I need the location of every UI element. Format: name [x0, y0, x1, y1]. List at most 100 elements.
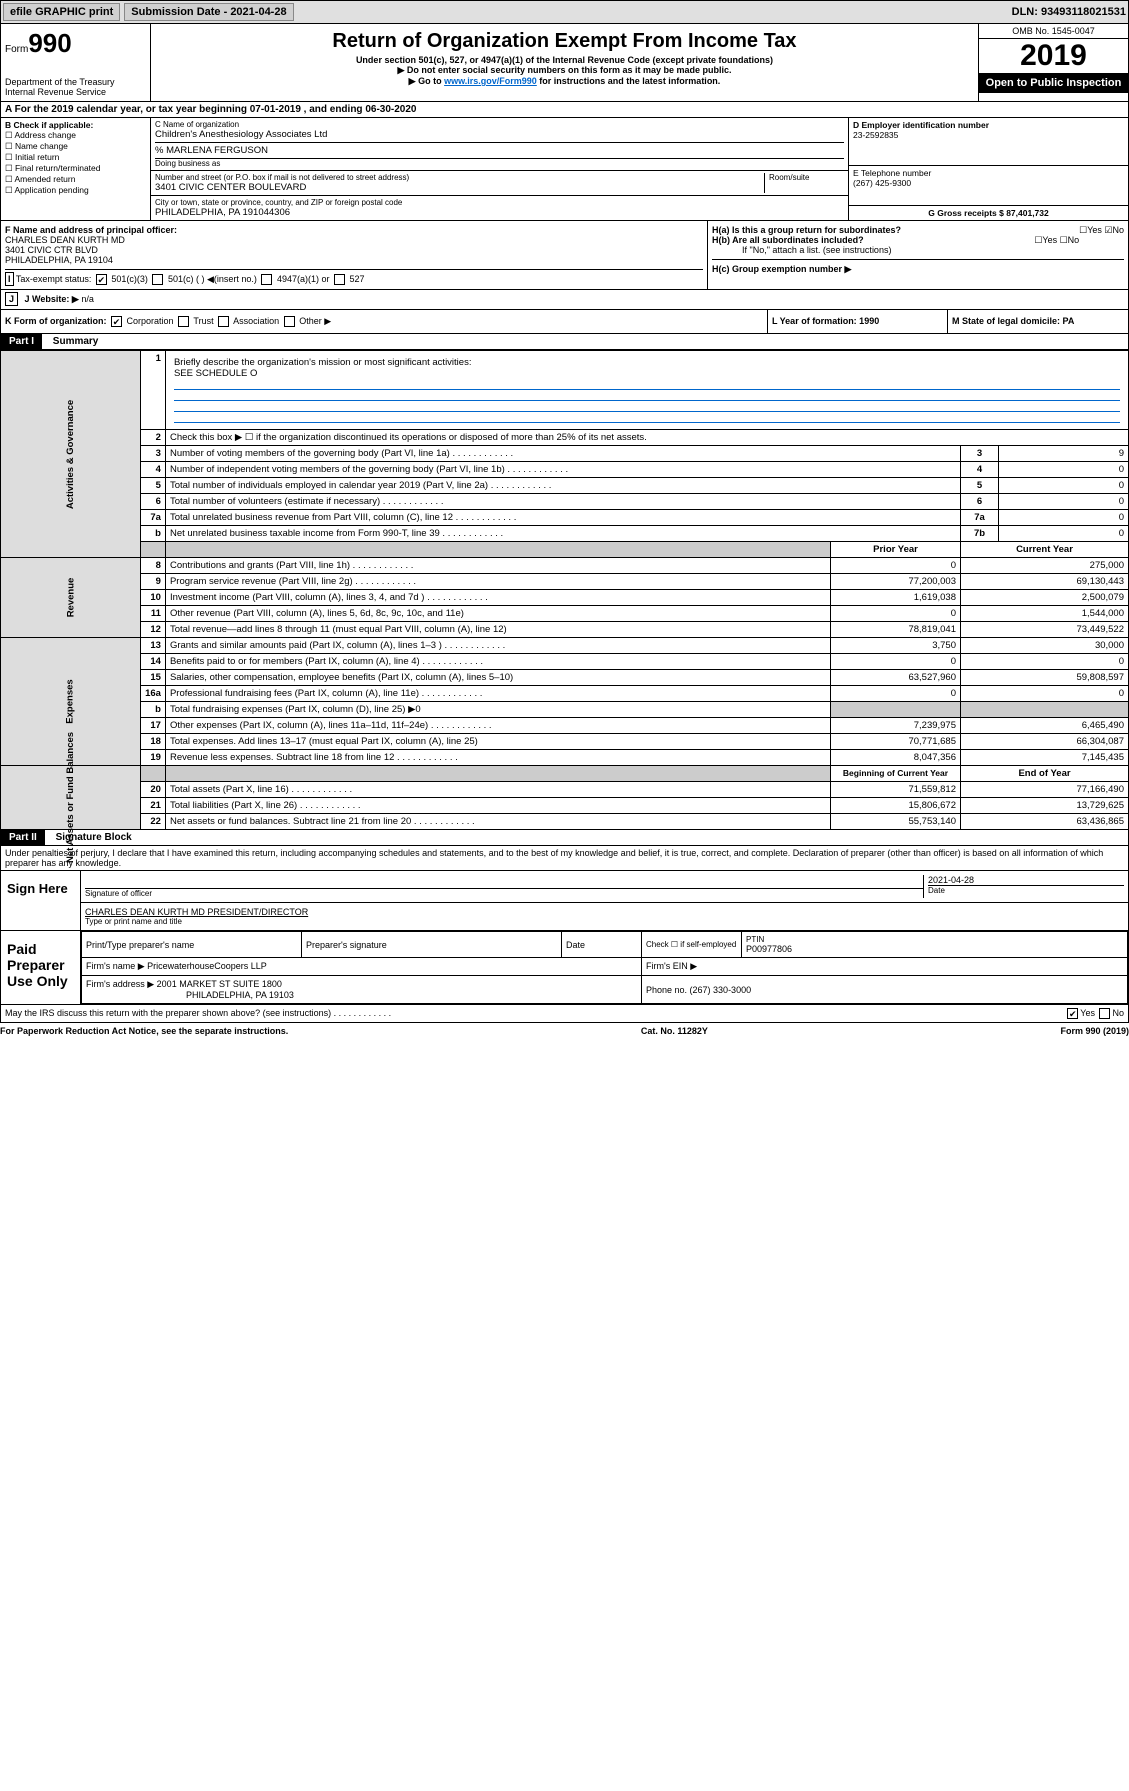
efile-btn[interactable]: efile GRAPHIC print	[3, 3, 120, 21]
prior-year-hdr: Prior Year	[831, 542, 961, 558]
val3: 9	[999, 446, 1129, 462]
box-b-title: B Check if applicable:	[5, 120, 146, 130]
sig-officer-label: Signature of officer	[85, 889, 923, 898]
state-domicile: M State of legal domicile: PA	[948, 310, 1128, 333]
c9: 69,130,443	[961, 574, 1129, 590]
firm-ein-label: Firm's EIN ▶	[642, 958, 1128, 976]
part2-badge: Part II	[1, 830, 45, 845]
tab-governance: Activities & Governance	[65, 400, 76, 509]
ptin-value: P00977806	[746, 944, 1123, 954]
line1-label: Briefly describe the organization's miss…	[174, 357, 472, 368]
paid-preparer-label: Paid Preparer Use Only	[1, 931, 81, 1004]
opt-assoc: Association	[233, 316, 279, 326]
line7b: Net unrelated business taxable income fr…	[165, 526, 960, 542]
tax-status-label: Tax-exempt status:	[16, 274, 92, 284]
c17: 6,465,490	[961, 718, 1129, 734]
tab-expenses: Expenses	[65, 680, 76, 724]
chk-501c[interactable]	[152, 274, 163, 285]
discuss-yes[interactable]: ✔	[1067, 1008, 1078, 1019]
dln: DLN: 93493118021531	[1012, 6, 1126, 18]
c12: 73,449,522	[961, 622, 1129, 638]
fhi-row: F Name and address of principal officer:…	[0, 221, 1129, 290]
chk-assoc[interactable]	[218, 316, 229, 327]
p21: 15,806,672	[831, 798, 961, 814]
chk-501c3[interactable]: ✔	[96, 274, 107, 285]
tax-year: 2019	[979, 39, 1128, 73]
firm-phone: Phone no. (267) 330-3000	[642, 976, 1128, 1004]
line1-value: SEE SCHEDULE O	[174, 368, 257, 379]
firm-name-label: Firm's name ▶	[86, 961, 145, 971]
begin-hdr: Beginning of Current Year	[831, 766, 961, 782]
addr-label: Number and street (or P.O. box if mail i…	[155, 173, 764, 182]
c20: 77,166,490	[961, 782, 1129, 798]
website-label: J Website: ▶	[25, 294, 79, 304]
chk-final[interactable]: Final return/terminated	[15, 163, 101, 173]
city-label: City or town, state or province, country…	[155, 198, 844, 207]
discuss-no[interactable]	[1099, 1008, 1110, 1019]
line17: Other expenses (Part IX, column (A), lin…	[165, 718, 830, 734]
chk-address[interactable]: Address change	[15, 130, 76, 140]
p11: 0	[831, 606, 961, 622]
room-label: Room/suite	[764, 173, 844, 193]
form-header: Form990 Department of the Treasury Inter…	[0, 24, 1129, 102]
sign-here-label: Sign Here	[1, 871, 81, 930]
discuss-text: May the IRS discuss this return with the…	[5, 1008, 391, 1019]
subtitle-1: Under section 501(c), 527, or 4947(a)(1)…	[155, 55, 974, 65]
chk-other[interactable]	[284, 316, 295, 327]
p22: 55,753,140	[831, 814, 961, 830]
website-value: n/a	[81, 294, 94, 304]
current-year-hdr: Current Year	[961, 542, 1129, 558]
city-state-zip: PHILADELPHIA, PA 191044306	[155, 207, 844, 218]
pra-notice: For Paperwork Reduction Act Notice, see …	[0, 1026, 288, 1036]
line8: Contributions and grants (Part VIII, lin…	[165, 558, 830, 574]
cat-number: Cat. No. 11282Y	[641, 1026, 708, 1036]
dept-label: Department of the Treasury	[5, 77, 146, 87]
line15: Salaries, other compensation, employee b…	[165, 670, 830, 686]
officer-name: CHARLES DEAN KURTH MD	[5, 235, 703, 245]
summary-table: Activities & Governance 1 Briefly descri…	[0, 350, 1129, 830]
sig-date-label: Date	[928, 885, 1124, 895]
c15: 59,808,597	[961, 670, 1129, 686]
officer-addr2: PHILADELPHIA, PA 19104	[5, 255, 703, 265]
footer-row: For Paperwork Reduction Act Notice, see …	[0, 1023, 1129, 1039]
p13: 3,750	[831, 638, 961, 654]
officer-label: F Name and address of principal officer:	[5, 225, 703, 235]
chk-pending[interactable]: Application pending	[15, 185, 89, 195]
irs-link[interactable]: www.irs.gov/Form990	[444, 76, 537, 86]
val4: 0	[999, 462, 1129, 478]
line7a: Total unrelated business revenue from Pa…	[165, 510, 960, 526]
chk-corp[interactable]: ✔	[111, 316, 122, 327]
chk-527[interactable]	[334, 274, 345, 285]
line11: Other revenue (Part VIII, column (A), li…	[165, 606, 830, 622]
c8: 275,000	[961, 558, 1129, 574]
c16a: 0	[961, 686, 1129, 702]
line3: Number of voting members of the governin…	[165, 446, 960, 462]
chk-4947[interactable]	[261, 274, 272, 285]
ein-label: D Employer identification number	[853, 120, 1124, 130]
chk-name[interactable]: Name change	[15, 141, 68, 151]
val7b: 0	[999, 526, 1129, 542]
val5: 0	[999, 478, 1129, 494]
p17: 7,239,975	[831, 718, 961, 734]
hb-label: H(b) Are all subordinates included?	[712, 235, 864, 245]
line14: Benefits paid to or for members (Part IX…	[165, 654, 830, 670]
subdate-btn[interactable]: Submission Date - 2021-04-28	[124, 3, 293, 21]
firm-addr-label: Firm's address ▶	[86, 979, 154, 989]
hb-note: If "No," attach a list. (see instruction…	[712, 245, 1124, 255]
klm-row: K Form of organization: ✔ Corporation Tr…	[0, 310, 1129, 334]
firm-addr2: PHILADELPHIA, PA 19103	[86, 990, 294, 1000]
prep-selfemp[interactable]: Check ☐ if self-employed	[642, 932, 742, 958]
c21: 13,729,625	[961, 798, 1129, 814]
form-title: Return of Organization Exempt From Incom…	[155, 30, 974, 53]
chk-initial[interactable]: Initial return	[15, 152, 59, 162]
chk-trust[interactable]	[178, 316, 189, 327]
period-row: A For the 2019 calendar year, or tax yea…	[0, 102, 1129, 118]
chk-amended[interactable]: Amended return	[15, 174, 76, 184]
line10: Investment income (Part VIII, column (A)…	[165, 590, 830, 606]
firm-name: PricewaterhouseCoopers LLP	[147, 961, 267, 971]
p10: 1,619,038	[831, 590, 961, 606]
irs-label: Internal Revenue Service	[5, 87, 146, 97]
ha-label: H(a) Is this a group return for subordin…	[712, 225, 901, 235]
form-footer: Form 990 (2019)	[1060, 1026, 1129, 1036]
part1-title: Summary	[45, 334, 107, 349]
